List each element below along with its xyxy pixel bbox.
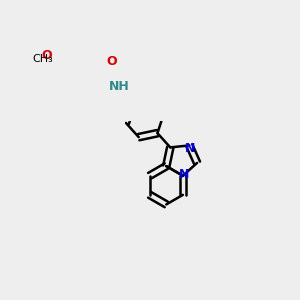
Text: N: N	[185, 142, 195, 155]
Text: N: N	[179, 168, 190, 181]
Text: O: O	[106, 55, 117, 68]
Text: CH₃: CH₃	[32, 53, 53, 64]
Text: NH: NH	[109, 80, 129, 94]
Text: O: O	[41, 49, 52, 62]
